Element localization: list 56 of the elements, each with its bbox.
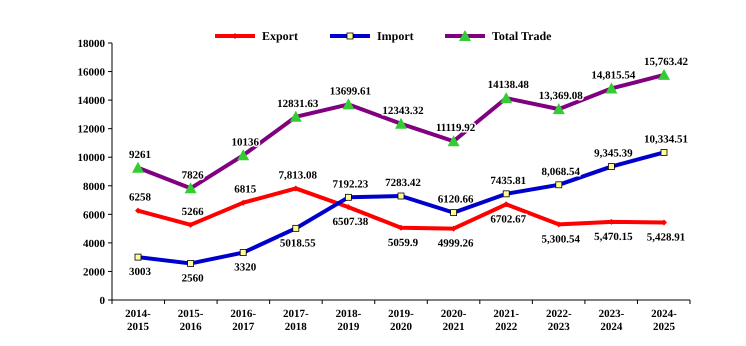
data-label: 8,068.54 [542,166,581,178]
data-label: 5,300.54 [542,233,581,246]
data-label: 9,345.39 [594,148,634,160]
data-label: 2560 [182,272,204,284]
y-tick-label: 14000 [78,95,106,108]
x-tick-label: 2024- 2025 [651,308,678,333]
y-tick-label: 2000 [83,266,106,278]
y-tick-label: 16000 [78,66,106,79]
data-label: 3003 [129,266,152,278]
data-label: 5,470.15 [594,230,634,243]
x-tick-label: 2015- 2016 [178,308,204,333]
data-label: 15,763.42 [644,56,688,68]
data-label: 9261 [129,148,151,161]
data-label: 6258 [129,192,152,204]
data-label: 5266 [182,206,204,218]
x-tick-label: 2018- 2019 [336,308,362,333]
data-label: 3320 [234,262,257,274]
data-label: 5018.55 [280,237,316,250]
y-tick-label: 8000 [83,180,106,193]
data-label: 4999.26 [438,238,474,250]
data-label: 13,369.08 [538,90,584,102]
data-label: 7192.23 [332,178,369,190]
data-label: 14138.48 [488,79,530,92]
data-label: 7,813.08 [278,169,318,182]
x-tick-label: 2021- 2022 [493,308,520,333]
y-tick-label: 0 [100,295,106,307]
legend-label: Import [377,29,414,43]
legend-label: Total Trade [492,29,552,43]
x-tick-label: 2019- 2020 [388,308,414,333]
y-tick-label: 12000 [78,124,106,136]
data-label: 10,334.51 [644,133,688,146]
data-label: 6507.38 [332,216,369,228]
x-tick-label: 2014- 2015 [125,308,152,333]
x-tick-label: 2023- 2024 [598,308,625,333]
y-tick-label: 10000 [78,152,106,164]
data-label: 6120.66 [438,194,474,206]
y-tick-label: 4000 [83,238,106,250]
x-tick-label: 2017- 2018 [282,308,309,333]
data-label: 13699.61 [330,85,372,98]
x-tick-label: 2022- 2023 [546,308,572,333]
legend-label: Export [262,29,298,43]
x-tick-label: 2016- 2017 [230,308,256,333]
data-label: 14,815.54 [591,69,636,82]
x-tick-label: 2020- 2021 [440,308,467,333]
data-label: 7826 [182,169,204,182]
data-label: 5,428.91 [646,231,686,244]
data-label: 6702.67 [490,213,527,226]
data-label: 5059.9 [388,236,419,249]
data-label: 12343.32 [382,104,424,117]
y-tick-label: 6000 [83,209,106,222]
data-label: 10136 [231,136,260,148]
data-label: 7283.42 [385,177,422,190]
data-label: 7435.81 [490,174,526,187]
data-label: 6815 [234,184,257,196]
data-label: 12831.63 [277,98,319,110]
y-tick-label: 18000 [78,38,106,50]
